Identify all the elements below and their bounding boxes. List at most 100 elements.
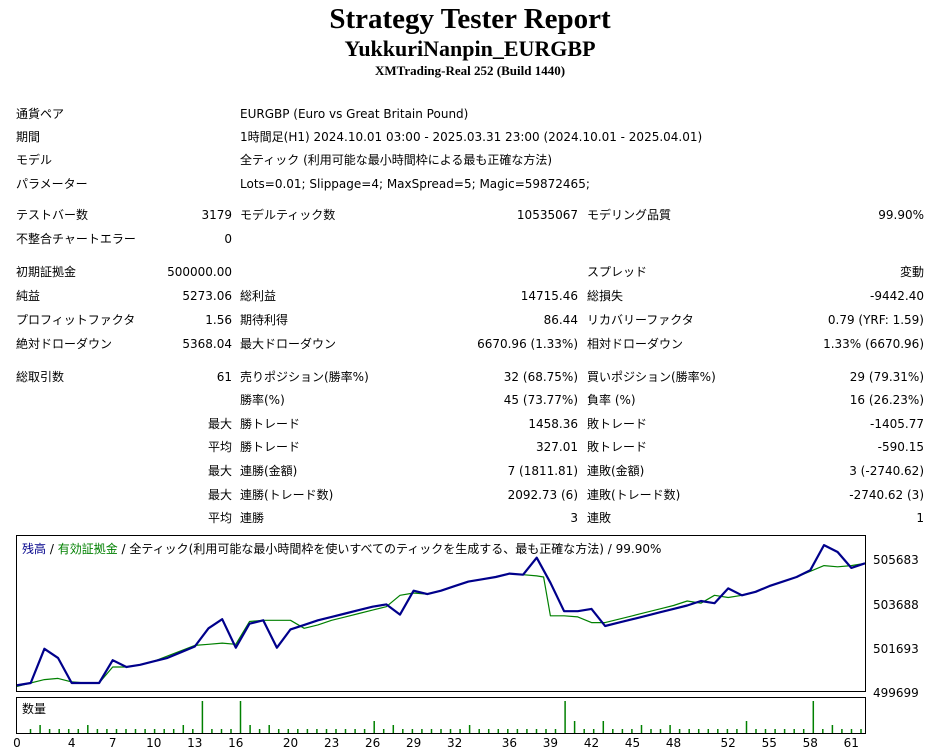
x-tick-label: 61: [843, 736, 859, 750]
winrate-label: 勝率(%): [240, 393, 285, 407]
lossrate-label: 負率 (%): [587, 393, 636, 407]
setting-value-symbol: EURGBP (Euro vs Great Britain Pound): [240, 107, 469, 121]
balance-chart: 残高 / 有効証拠金 / 全ティック(利用可能な最小時間枠を使いすべてのティック…: [16, 535, 866, 692]
errors-value: 0: [224, 232, 232, 246]
x-tick-label: 16: [228, 736, 244, 750]
short-label: 売りポジション(勝率%): [240, 370, 369, 384]
largest-word: 最大: [207, 417, 232, 431]
x-tick-label: 10: [146, 736, 162, 750]
volume-chart-plot: [29, 701, 862, 733]
average-word: 平均: [207, 440, 232, 454]
avg-loss-label: 敗トレード: [587, 440, 648, 454]
largest-win-label: 勝トレード: [240, 417, 301, 431]
consec-loss-label: 連敗(トレード数): [587, 488, 681, 502]
pf-label: プロフィットファクタ: [16, 313, 136, 327]
setting-value-period: 1時間足(H1) 2024.10.01 03:00 - 2025.03.31 2…: [240, 130, 703, 144]
avg-consec-losses-value: 1: [916, 511, 924, 525]
avg-consec-losses-label: 連敗: [587, 511, 612, 525]
legend-separator: /: [46, 542, 58, 556]
consec-profit-label: 連勝(トレード数): [240, 488, 334, 502]
rel-dd-label: 相対ドローダウン: [587, 337, 684, 351]
long-value: 29 (79.31%): [849, 370, 924, 384]
x-tick-label: 26: [364, 736, 381, 750]
ticks-value: 10535067: [516, 208, 578, 222]
long-label: 買いポジション(勝率%): [587, 370, 716, 384]
x-tick-label: 7: [108, 736, 117, 750]
rel-dd-value: 1.33% (6670.96): [823, 337, 924, 351]
setting-value-params: Lots=0.01; Slippage=4; MaxSpread=5; Magi…: [240, 177, 590, 191]
spread-label: スプレッド: [587, 265, 648, 279]
largest-loss-value: -1405.77: [870, 417, 924, 431]
legend-model: 全ティック(利用可能な最小時間枠を使いすべてのティックを生成する、最も正確な方法…: [129, 542, 662, 556]
chart-legend: 残高 / 有効証拠金 / 全ティック(利用可能な最小時間枠を使いすべてのティック…: [22, 540, 661, 557]
balance-chart-plot: [17, 544, 865, 687]
consec-loss-value: -2740.62 (3): [849, 488, 924, 502]
bars-label: テストバー数: [16, 208, 89, 222]
setting-label-model: モデル: [16, 153, 53, 167]
quality-label: モデリング品質: [587, 208, 672, 222]
x-tick-label: 20: [282, 736, 299, 750]
server-build: XMTrading-Real 252 (Build 1440): [374, 63, 566, 78]
balance-line: [17, 544, 865, 687]
recovery-value: 0.79 (YRF: 1.59): [827, 313, 924, 327]
expected-label: 期待利得: [240, 313, 289, 327]
largest-loss-label: 敗トレード: [587, 417, 648, 431]
trades-label: 総取引数: [16, 370, 65, 384]
avg-consec-word: 平均: [207, 511, 232, 525]
x-tick-label: 23: [323, 736, 340, 750]
x-tick-label: 52: [720, 736, 736, 750]
x-tick-label: 58: [802, 736, 818, 750]
x-tick-label: 13: [187, 736, 203, 750]
trades-value: 61: [216, 370, 232, 384]
consec-wins-money-value: 7 (1811.81): [507, 464, 578, 478]
x-tick-label: 48: [665, 736, 682, 750]
volume-label: 数量: [22, 702, 47, 716]
setting-value-model: 全ティック (利用可能な最小時間枠による最も正確な方法): [240, 153, 553, 167]
lossrate-value: 16 (26.23%): [849, 393, 924, 407]
consec-losses-money-label: 連敗(金額): [587, 464, 645, 478]
ticks-label: モデルティック数: [240, 208, 336, 222]
abs-dd-value: 5368.04: [182, 337, 232, 351]
legend-balance: 残高: [22, 542, 47, 556]
y-tick-label: 499699: [873, 686, 919, 700]
avg-win-value: 327.01: [536, 440, 578, 454]
x-tick-label: 0: [13, 736, 21, 750]
x-tick-label: 45: [624, 736, 641, 750]
x-tick-label: 39: [542, 736, 559, 750]
net-label: 純益: [16, 289, 41, 303]
avg-win-label: 勝トレード: [240, 440, 301, 454]
equity-line: [17, 562, 865, 687]
setting-label-symbol: 通貨ペア: [16, 107, 65, 121]
y-tick-label: 501693: [873, 642, 919, 656]
max-consec-count-word: 最大: [207, 488, 232, 502]
gross-profit-value: 14715.46: [520, 289, 578, 303]
volume-chart: 数量: [16, 697, 866, 734]
legend-equity: 有効証拠金: [57, 542, 118, 556]
winrate-value: 45 (73.77%): [503, 393, 578, 407]
x-tick-label: 29: [405, 736, 422, 750]
report-title: Strategy Tester Report: [329, 3, 611, 35]
max-consec-word: 最大: [207, 464, 232, 478]
avg-consec-wins-value: 3: [570, 511, 578, 525]
x-tick-label: 36: [501, 736, 518, 750]
consec-losses-money-value: 3 (-2740.62): [849, 464, 924, 478]
ea-name: YukkuriNanpin_EURGBP: [344, 36, 596, 61]
abs-dd-label: 絶対ドローダウン: [16, 337, 113, 351]
gross-loss-label: 総損失: [587, 289, 624, 303]
largest-win-value: 1458.36: [528, 417, 578, 431]
x-tick-label: 32: [447, 736, 463, 750]
setting-label-period: 期間: [16, 130, 41, 144]
errors-label: 不整合チャートエラー: [16, 232, 136, 246]
deposit-label: 初期証拠金: [16, 265, 77, 279]
bars-value: 3179: [201, 208, 232, 222]
expected-value: 86.44: [543, 313, 578, 327]
legend-separator: /: [117, 542, 130, 556]
max-dd-value: 6670.96 (1.33%): [477, 337, 578, 351]
x-tick-label: 4: [67, 736, 76, 750]
pf-value: 1.56: [205, 313, 232, 327]
avg-consec-wins-label: 連勝: [240, 511, 265, 525]
setting-label-params: パラメーター: [16, 177, 88, 191]
avg-loss-value: -590.15: [877, 440, 924, 454]
x-tick-label: 42: [583, 736, 600, 750]
x-tick-label: 55: [761, 736, 777, 750]
